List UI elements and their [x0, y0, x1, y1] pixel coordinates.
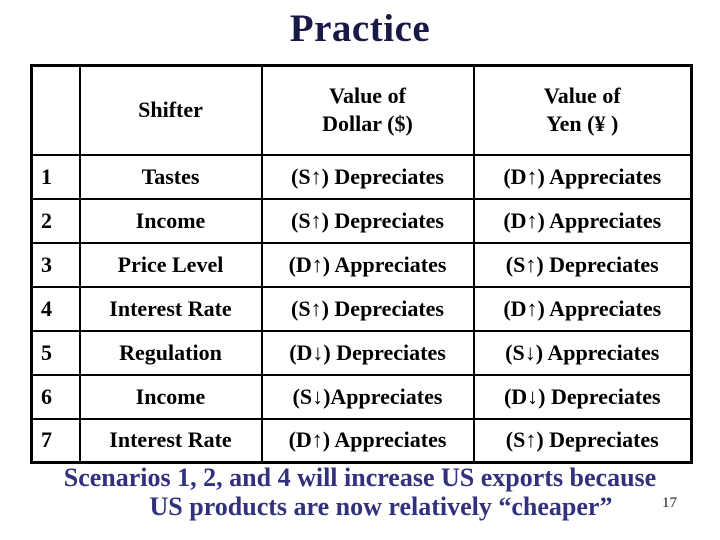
yen-cell: (D↑) Appreciates: [472, 197, 693, 244]
header-blank-cell: [30, 64, 81, 156]
shifter-cell: Interest Rate: [78, 285, 263, 332]
footer-line1: Scenarios 1, 2, and 4 will increase US e…: [63, 463, 657, 492]
header-dollar-line1: Value of: [329, 83, 406, 109]
table-row: 5 Regulation (D↓) Depreciates (S↓) Appre…: [30, 329, 693, 376]
dollar-cell: (D↑) Appreciates: [260, 417, 475, 464]
row-number-cell: 2: [30, 197, 81, 244]
dollar-cell: (S↑) Depreciates: [260, 285, 475, 332]
table-row: 3 Price Level (D↑) Appreciates (S↑) Depr…: [30, 241, 693, 288]
table-row: 4 Interest Rate (S↑) Depreciates (D↑) Ap…: [30, 285, 693, 332]
shifter-cell: Price Level: [78, 241, 263, 288]
row-number-cell: 4: [30, 285, 81, 332]
shifter-cell: Regulation: [78, 329, 263, 376]
dollar-cell: (D↑) Appreciates: [260, 241, 475, 288]
yen-cell: (D↑) Appreciates: [472, 285, 693, 332]
yen-cell: (D↓) Depreciates: [472, 373, 693, 420]
yen-cell: (S↑) Depreciates: [472, 417, 693, 464]
shifter-cell: Income: [78, 197, 263, 244]
table-row: 7 Interest Rate (D↑) Appreciates (S↑) De…: [30, 417, 693, 464]
header-yen-line2: Yen (¥ ): [546, 111, 619, 137]
shifter-cell: Income: [78, 373, 263, 420]
row-number-cell: 1: [30, 153, 81, 200]
yen-cell: (S↓) Appreciates: [472, 329, 693, 376]
table-row: 6 Income (S↓)Appreciates (D↓) Depreciate…: [30, 373, 693, 420]
slide-title: Practice: [289, 7, 431, 50]
yen-cell: (D↑) Appreciates: [472, 153, 693, 200]
row-number-cell: 3: [30, 241, 81, 288]
dollar-cell: (D↓) Depreciates: [260, 329, 475, 376]
page-number: 17: [662, 495, 677, 511]
footer-line2: US products are now relatively “cheaper”: [149, 492, 613, 521]
table-header-row: Shifter Value of Dollar ($) Value of Yen…: [30, 64, 693, 156]
header-shifter: Shifter: [78, 64, 263, 156]
shifter-cell: Interest Rate: [78, 417, 263, 464]
dollar-cell: (S↓)Appreciates: [260, 373, 475, 420]
dollar-cell: (S↑) Depreciates: [260, 197, 475, 244]
header-yen-line1: Value of: [543, 83, 621, 109]
dollar-cell: (S↑) Depreciates: [260, 153, 475, 200]
table-row: 1 Tastes (S↑) Depreciates (D↑) Appreciat…: [30, 153, 693, 200]
shifter-cell: Tastes: [78, 153, 263, 200]
row-number-cell: 6: [30, 373, 81, 420]
header-value-of-yen: Value of Yen (¥ ): [472, 64, 693, 156]
row-number-cell: 7: [30, 417, 81, 464]
practice-table: Shifter Value of Dollar ($) Value of Yen…: [30, 64, 693, 464]
yen-cell: (S↑) Depreciates: [472, 241, 693, 288]
header-dollar-line2: Dollar ($): [322, 111, 413, 137]
footer-note: Scenarios 1, 2, and 4 will increase US e…: [0, 463, 720, 521]
table-row: 2 Income (S↑) Depreciates (D↑) Appreciat…: [30, 197, 693, 244]
header-value-of-dollar: Value of Dollar ($): [260, 64, 475, 156]
row-number-cell: 5: [30, 329, 81, 376]
